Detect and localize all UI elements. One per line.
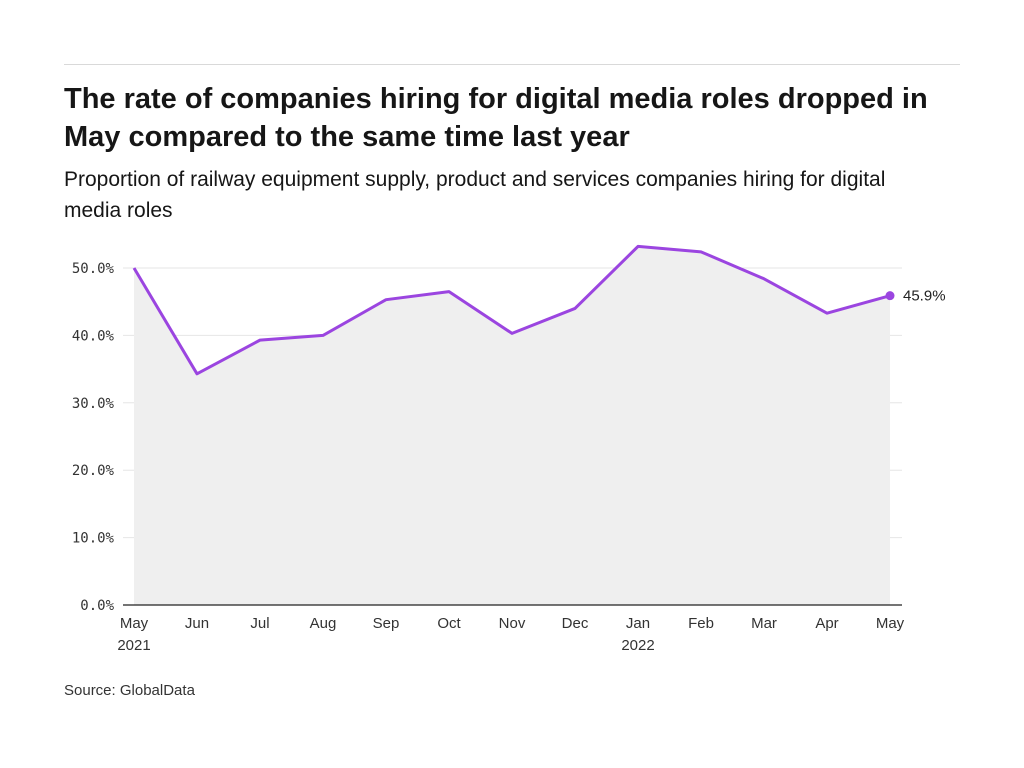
chart-title: The rate of companies hiring for digital… (64, 83, 928, 153)
y-axis-tick-labels: 0.0% 10.0% 20.0% 30.0% 40.0% 50.0% (72, 261, 115, 614)
x-tick-label: Jan (626, 615, 650, 632)
top-divider (64, 64, 960, 65)
x-tick-label: Feb (688, 615, 714, 632)
x-tick-label: May (120, 615, 149, 632)
data-points (885, 291, 895, 301)
y-tick-label: 20.0% (72, 463, 115, 479)
source-note: Source: GlobalData (64, 682, 195, 699)
x-tick-label: Dec (562, 615, 589, 632)
y-tick-label: 10.0% (72, 531, 115, 547)
x-tick-label: Mar (751, 615, 777, 632)
x-tick-label: Jun (185, 615, 209, 632)
x-tick-label: May (876, 615, 905, 632)
x-axis-tick-labels: May 2021 Jun Jul Aug Sep Oct Nov Dec Jan 2022 Feb Ma… (117, 615, 904, 654)
x-tick-label: Oct (437, 615, 461, 632)
x-tick-year-label: 2021 (117, 637, 150, 654)
x-tick-label: Nov (499, 615, 526, 632)
x-tick-label: Sep (373, 615, 400, 632)
y-tick-label: 40.0% (72, 328, 115, 344)
end-value-label: 45.9% (903, 288, 946, 305)
series-line (132, 244, 891, 376)
x-tick-label: Jul (250, 615, 269, 632)
x-tick-year-label: 2022 (621, 637, 654, 654)
line-chart: 0.0% 10.0% 20.0% 30.0% 40.0% 50.0% May 2021 Jun… (72, 244, 946, 654)
end-point-marker (885, 291, 895, 301)
x-tick-label: Apr (815, 615, 838, 632)
x-tick-label: Aug (310, 615, 337, 632)
area-fill (134, 246, 890, 605)
y-tick-label: 0.0% (80, 598, 114, 614)
chart-subtitle: Proportion of railway equipment supply, … (64, 168, 886, 222)
y-tick-label: 50.0% (72, 261, 115, 277)
y-tick-label: 30.0% (72, 396, 115, 412)
